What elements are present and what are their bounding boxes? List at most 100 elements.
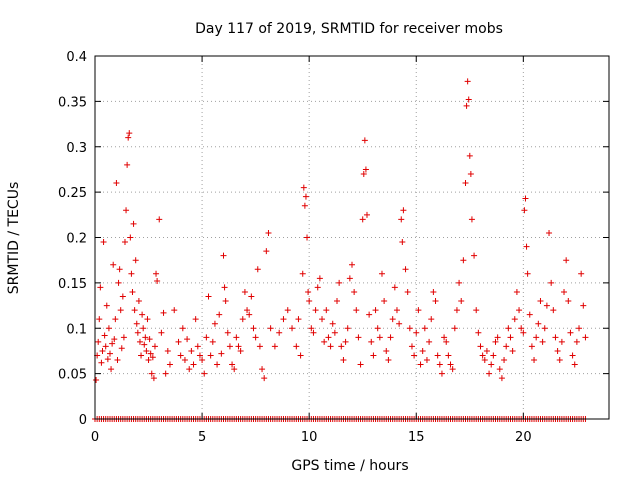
y-tick-label: 0.4 <box>66 50 87 65</box>
data-point <box>177 352 184 359</box>
data-point <box>507 334 514 341</box>
data-point <box>211 320 218 327</box>
data-point <box>188 347 195 354</box>
data-point <box>537 298 544 305</box>
data-point <box>438 370 445 377</box>
data-point <box>153 270 160 277</box>
data-point <box>449 366 456 373</box>
data-point <box>359 216 366 223</box>
data-point <box>98 359 105 366</box>
data-point <box>121 239 128 246</box>
data-point <box>421 325 428 332</box>
data-point <box>475 329 482 336</box>
data-point <box>340 357 347 364</box>
data-point <box>261 375 268 382</box>
data-point <box>162 370 169 377</box>
data-point <box>342 338 349 345</box>
data-point <box>148 370 155 377</box>
data-point <box>357 361 364 368</box>
y-tick-label: 0.1 <box>66 322 87 337</box>
data-point <box>105 325 112 332</box>
data-point <box>505 325 512 332</box>
data-point <box>511 316 518 323</box>
data-point <box>265 229 272 236</box>
data-point <box>109 340 116 347</box>
data-point <box>428 316 435 323</box>
data-point <box>151 343 158 350</box>
x-tick-label: 10 <box>301 430 318 445</box>
data-point <box>321 338 328 345</box>
y-tick-label: 0.2 <box>66 232 87 247</box>
data-point <box>565 298 572 305</box>
data-points <box>92 78 589 422</box>
data-point <box>351 288 358 295</box>
y-tick-label: 0.15 <box>58 277 87 292</box>
data-point <box>492 338 499 345</box>
data-point <box>312 307 319 314</box>
data-point <box>95 338 102 345</box>
data-point <box>528 343 535 350</box>
data-point <box>130 220 137 227</box>
data-point <box>456 279 463 286</box>
data-point <box>520 329 527 336</box>
data-point <box>144 316 151 323</box>
x-tick-labels: 0 5 10 15 20 <box>91 430 532 445</box>
data-point <box>259 366 266 373</box>
chart-title: Day 117 of 2019, SRMTID for receiver mob… <box>195 21 503 37</box>
data-point <box>325 334 332 341</box>
y-tick-label: 0.05 <box>58 368 87 383</box>
data-point <box>443 338 450 345</box>
data-point <box>103 302 110 309</box>
data-point <box>349 261 355 268</box>
data-point <box>368 338 375 345</box>
data-point <box>126 130 133 137</box>
data-point <box>146 336 153 343</box>
data-point <box>518 325 525 332</box>
data-point <box>113 180 120 187</box>
data-point <box>468 216 475 223</box>
data-point <box>400 207 407 214</box>
data-point <box>301 202 308 209</box>
data-point <box>370 352 377 359</box>
data-point <box>372 307 379 314</box>
data-point <box>411 352 418 359</box>
data-point <box>133 320 140 327</box>
data-point <box>99 347 106 354</box>
data-point <box>423 357 430 364</box>
data-point <box>434 352 441 359</box>
data-point <box>334 298 341 305</box>
data-point <box>404 288 411 295</box>
data-point <box>453 307 460 314</box>
data-point <box>118 345 125 352</box>
data-point <box>355 334 362 341</box>
data-point <box>463 102 470 109</box>
data-point <box>186 366 193 373</box>
data-point <box>462 180 469 187</box>
data-point <box>254 266 261 273</box>
data-point <box>93 376 100 383</box>
data-point <box>406 325 413 332</box>
data-point <box>490 352 497 359</box>
data-point <box>338 343 345 350</box>
data-point <box>129 288 136 295</box>
data-point <box>481 357 488 364</box>
data-point <box>179 325 186 332</box>
data-point <box>216 311 223 318</box>
data-point <box>145 357 152 364</box>
data-point <box>576 325 583 332</box>
data-point <box>96 316 103 323</box>
data-point <box>135 298 142 305</box>
data-point <box>158 329 165 336</box>
data-point <box>346 275 353 282</box>
data-point <box>308 325 315 332</box>
data-point <box>166 361 173 368</box>
data-point <box>289 325 296 332</box>
data-point <box>203 334 210 341</box>
data-point <box>229 361 236 368</box>
data-point <box>521 207 528 214</box>
data-point <box>250 325 257 332</box>
data-point <box>329 320 336 327</box>
data-point <box>190 361 197 368</box>
data-point <box>567 329 574 336</box>
